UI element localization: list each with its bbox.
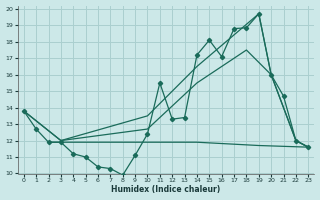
X-axis label: Humidex (Indice chaleur): Humidex (Indice chaleur) [111,185,221,194]
